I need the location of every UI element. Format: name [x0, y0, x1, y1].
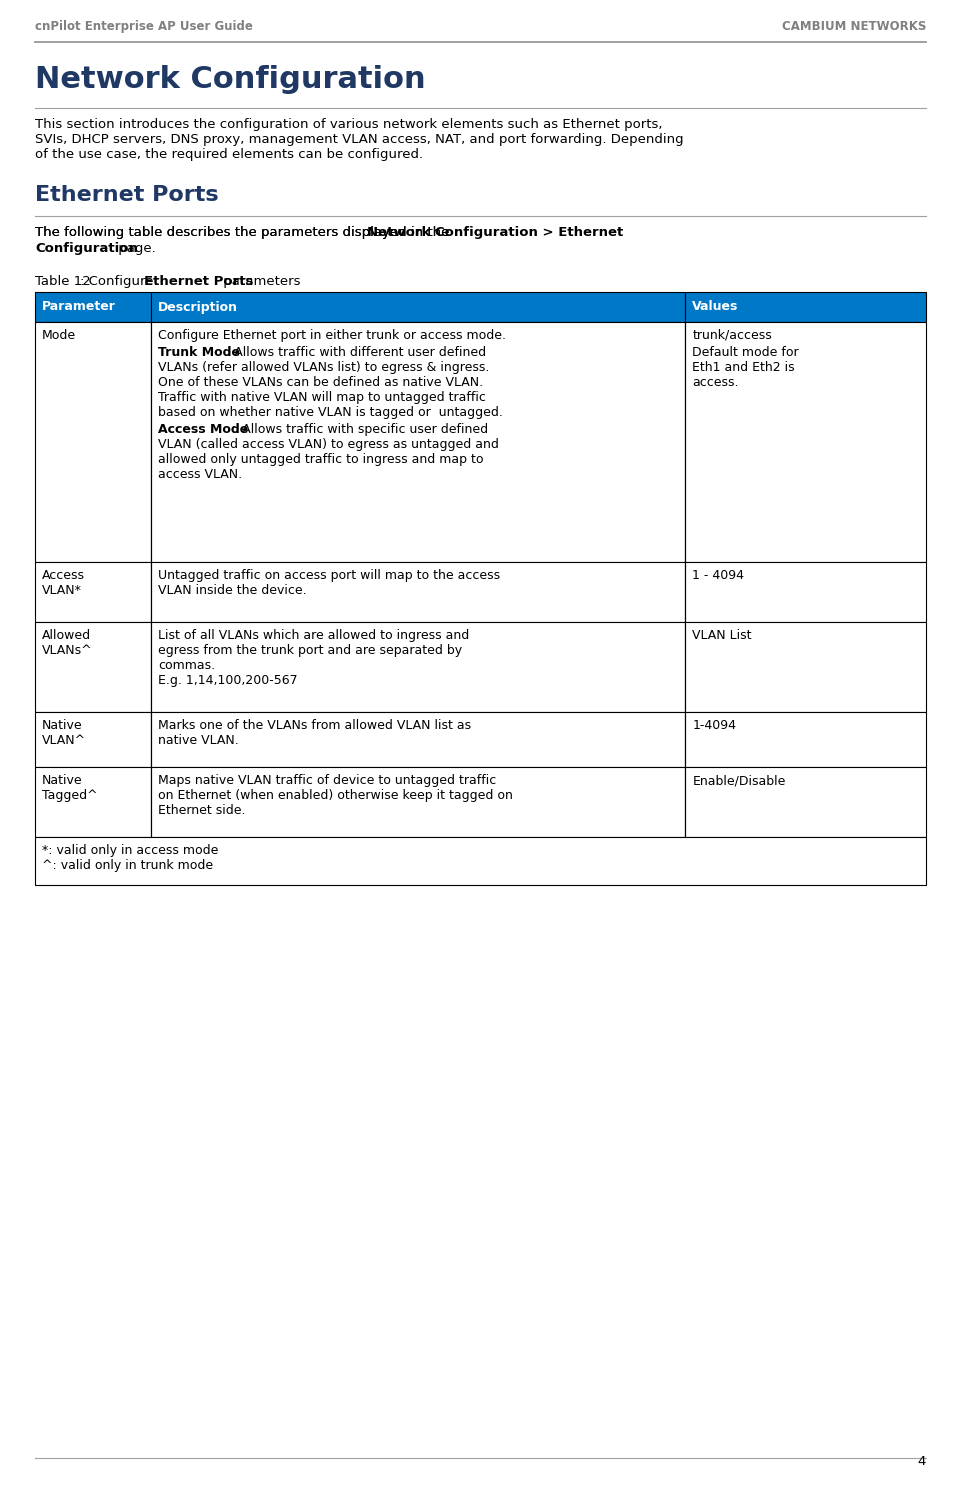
Text: : Configure:: : Configure: [80, 275, 162, 288]
Text: Native
Tagged^: Native Tagged^ [42, 774, 98, 802]
Text: 4: 4 [918, 1455, 926, 1468]
Bar [151, 322, 685, 562]
Text: Parameter: Parameter [42, 300, 116, 314]
Bar [35, 293, 151, 322]
Text: Access
VLAN*: Access VLAN* [42, 569, 85, 597]
Text: Network Configuration: Network Configuration [35, 65, 426, 94]
Text: based on whether native VLAN is tagged or  untagged.: based on whether native VLAN is tagged o… [158, 406, 503, 419]
Text: Values: Values [693, 300, 739, 314]
Text: access VLAN.: access VLAN. [158, 468, 242, 481]
Text: Allowed
VLANs^: Allowed VLANs^ [42, 629, 92, 657]
Text: page.: page. [114, 242, 156, 256]
Text: Mode: Mode [42, 328, 76, 342]
Bar [35, 562, 151, 623]
Text: Default mode for: Default mode for [693, 346, 799, 360]
Text: Eth1 and Eth2 is: Eth1 and Eth2 is [693, 361, 795, 374]
Text: VLAN List: VLAN List [693, 629, 752, 642]
Text: Marks one of the VLANs from allowed VLAN list as
native VLAN.: Marks one of the VLANs from allowed VLAN… [158, 719, 471, 747]
Text: trunk/access: trunk/access [693, 328, 773, 342]
Text: Configure Ethernet port in either trunk or access mode.: Configure Ethernet port in either trunk … [158, 328, 505, 342]
Text: 1-4094: 1-4094 [693, 719, 736, 733]
Text: The following table describes the parameters displayed in the: The following table describes the parame… [35, 226, 454, 239]
Text: Configuration: Configuration [35, 242, 137, 256]
Text: Ethernet Ports: Ethernet Ports [35, 184, 218, 205]
Bar [685, 293, 926, 322]
Text: access.: access. [693, 376, 739, 389]
Text: *: valid only in access mode
^: valid only in trunk mode: *: valid only in access mode ^: valid on… [42, 844, 218, 872]
Text: Ethernet Ports: Ethernet Ports [144, 275, 254, 288]
Text: Access Mode: Access Mode [158, 424, 248, 435]
Bar [685, 712, 926, 767]
Text: Untagged traffic on access port will map to the access
VLAN inside the device.: Untagged traffic on access port will map… [158, 569, 500, 597]
Text: 1 - 4094: 1 - 4094 [693, 569, 745, 583]
Text: Maps native VLAN traffic of device to untagged traffic
on Ethernet (when enabled: Maps native VLAN traffic of device to un… [158, 774, 513, 817]
Text: Traffic with native VLAN will map to untagged traffic: Traffic with native VLAN will map to unt… [158, 391, 485, 404]
Bar [685, 767, 926, 837]
Bar [685, 623, 926, 712]
Bar [35, 837, 926, 886]
Text: : Allows traffic with different user defined: : Allows traffic with different user def… [226, 346, 486, 360]
Text: List of all VLANs which are allowed to ingress and
egress from the trunk port an: List of all VLANs which are allowed to i… [158, 629, 469, 687]
Text: This section introduces the configuration of various network elements such as Et: This section introduces the configuratio… [35, 117, 683, 160]
Text: VLANs (refer allowed VLANs list) to egress & ingress.: VLANs (refer allowed VLANs list) to egre… [158, 361, 489, 374]
Bar [35, 767, 151, 837]
Bar [151, 623, 685, 712]
Text: Trunk Mode: Trunk Mode [158, 346, 240, 360]
Text: allowed only untagged traffic to ingress and map to: allowed only untagged traffic to ingress… [158, 453, 483, 467]
Text: One of these VLANs can be defined as native VLAN.: One of these VLANs can be defined as nat… [158, 376, 483, 389]
Text: Description: Description [158, 300, 237, 314]
Text: cnPilot Enterprise AP User Guide: cnPilot Enterprise AP User Guide [35, 19, 253, 33]
Bar [35, 623, 151, 712]
Bar [35, 712, 151, 767]
Bar [685, 322, 926, 562]
Bar [151, 712, 685, 767]
Bar [151, 293, 685, 322]
Bar [151, 562, 685, 623]
Text: Enable/Disable: Enable/Disable [693, 774, 786, 788]
Text: : Allows traffic with specific user defined: : Allows traffic with specific user defi… [234, 424, 488, 435]
Text: Native
VLAN^: Native VLAN^ [42, 719, 86, 747]
Bar [151, 767, 685, 837]
Text: The following table describes the parameters displayed in the: The following table describes the parame… [35, 226, 454, 239]
Bar [685, 562, 926, 623]
Text: CAMBIUM NETWORKS: CAMBIUM NETWORKS [781, 19, 926, 33]
Text: parameters: parameters [219, 275, 301, 288]
Text: Table 12: Table 12 [35, 275, 90, 288]
Text: Network Configuration > Ethernet: Network Configuration > Ethernet [367, 226, 623, 239]
Text: VLAN (called access VLAN) to egress as untagged and: VLAN (called access VLAN) to egress as u… [158, 438, 499, 450]
Bar [35, 322, 151, 562]
